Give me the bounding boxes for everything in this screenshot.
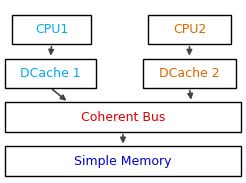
FancyBboxPatch shape — [5, 59, 96, 88]
Text: CPU2: CPU2 — [173, 23, 206, 36]
Text: DCache 1: DCache 1 — [20, 67, 81, 80]
Text: Coherent Bus: Coherent Bus — [81, 111, 165, 124]
FancyBboxPatch shape — [12, 15, 91, 44]
Text: CPU1: CPU1 — [35, 23, 68, 36]
FancyBboxPatch shape — [5, 146, 241, 176]
Text: Simple Memory: Simple Memory — [74, 154, 172, 168]
FancyBboxPatch shape — [148, 15, 231, 44]
Text: DCache 2: DCache 2 — [159, 67, 220, 80]
FancyBboxPatch shape — [5, 102, 241, 132]
FancyBboxPatch shape — [143, 59, 236, 88]
